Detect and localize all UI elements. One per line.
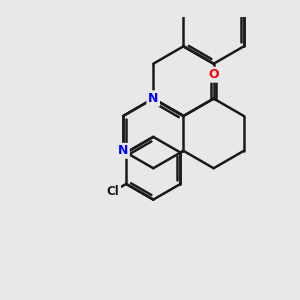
Text: N: N — [148, 92, 158, 105]
Text: Cl: Cl — [107, 185, 120, 198]
Text: O: O — [208, 68, 219, 81]
Text: N: N — [118, 144, 128, 157]
Text: N: N — [148, 92, 158, 105]
